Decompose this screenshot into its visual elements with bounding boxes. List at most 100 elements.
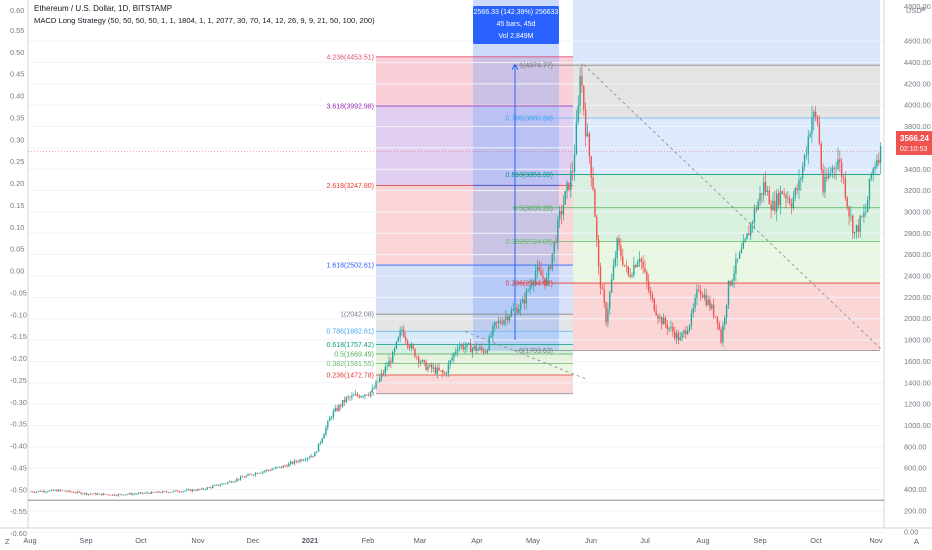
candle-body[interactable] [449, 360, 451, 365]
candle-body[interactable] [545, 278, 548, 285]
candle-body[interactable] [76, 491, 79, 493]
candle-body[interactable] [469, 343, 472, 353]
candle-body[interactable] [636, 262, 639, 267]
candle-body[interactable] [74, 492, 77, 494]
candle-body[interactable] [91, 493, 93, 495]
candle-body[interactable] [80, 492, 82, 494]
candle-body[interactable] [184, 490, 186, 492]
candle-body[interactable] [779, 191, 782, 206]
candle-body[interactable] [640, 258, 642, 262]
candle-body[interactable] [750, 223, 752, 236]
candle-body[interactable] [264, 470, 266, 472]
candle-body[interactable] [297, 461, 299, 463]
candle-body[interactable] [208, 487, 210, 488]
candle-body[interactable] [508, 316, 511, 321]
candle-body[interactable] [95, 493, 97, 495]
candle-body[interactable] [547, 266, 550, 279]
candle-body[interactable] [686, 330, 689, 335]
candle-body[interactable] [345, 397, 348, 402]
candle-body[interactable] [72, 492, 75, 493]
candle-body[interactable] [655, 310, 657, 316]
candle-body[interactable] [395, 341, 398, 349]
candle-body[interactable] [584, 109, 587, 137]
candle-body[interactable] [597, 239, 600, 267]
candle-body[interactable] [787, 198, 789, 199]
candle-body[interactable] [277, 467, 279, 468]
candle-body[interactable] [772, 200, 774, 210]
candle-body[interactable] [310, 456, 312, 458]
scale-settings-icon[interactable]: ≣ [920, 4, 926, 13]
candle-body[interactable] [197, 489, 199, 491]
candle-body[interactable] [111, 494, 114, 496]
time-axis[interactable]: Aug Sep Oct Nov Dec 2021 Feb Mar Apr May Jun Jul Aug… [23, 536, 882, 545]
candle-body[interactable] [213, 485, 216, 486]
candle-body[interactable] [189, 489, 192, 492]
candle-body[interactable] [443, 372, 446, 374]
candle-body[interactable] [187, 489, 190, 491]
candle-body[interactable] [774, 200, 776, 212]
candle-body[interactable] [479, 347, 481, 350]
candle-body[interactable] [568, 182, 570, 190]
candle-body[interactable] [681, 333, 683, 338]
candle-body[interactable] [571, 171, 574, 173]
candle-body[interactable] [52, 489, 54, 491]
candle-body[interactable] [258, 473, 260, 474]
candle-body[interactable] [290, 461, 292, 464]
candle-body[interactable] [132, 493, 134, 495]
candle-body[interactable] [349, 396, 351, 398]
candle-body[interactable] [878, 159, 880, 164]
candle-body[interactable] [351, 395, 353, 398]
candle-body[interactable] [226, 482, 229, 484]
candle-body[interactable] [766, 190, 769, 192]
candle-body[interactable] [792, 197, 795, 208]
candle-body[interactable] [865, 212, 867, 213]
candle-body[interactable] [429, 364, 431, 367]
candle-body[interactable] [755, 208, 758, 210]
candle-body[interactable] [852, 215, 854, 234]
candle-body[interactable] [354, 394, 357, 396]
candle-body[interactable] [850, 215, 852, 217]
candle-body[interactable] [353, 395, 355, 396]
candle-body[interactable] [505, 316, 507, 320]
candle-body[interactable] [308, 457, 310, 459]
candle-body[interactable] [334, 407, 336, 412]
candle-body[interactable] [379, 377, 381, 382]
candle-body[interactable] [245, 475, 247, 478]
candle-body[interactable] [67, 490, 69, 492]
candle-body[interactable] [343, 399, 346, 402]
candle-body[interactable] [564, 190, 566, 205]
candle-body[interactable] [256, 472, 259, 474]
candle-body[interactable] [653, 298, 655, 311]
candle-body[interactable] [336, 407, 338, 411]
candle-body[interactable] [286, 465, 288, 467]
candle-body[interactable] [249, 474, 251, 475]
candle-body[interactable] [288, 463, 290, 467]
candle-body[interactable] [412, 344, 414, 349]
candle-body[interactable] [612, 265, 615, 280]
candle-body[interactable] [136, 493, 138, 495]
candle-body[interactable] [868, 178, 871, 201]
candle-body[interactable] [811, 117, 813, 134]
candle-body[interactable] [117, 494, 119, 496]
candle-body[interactable] [711, 304, 713, 309]
candle-body[interactable] [252, 474, 255, 476]
candle-body[interactable] [879, 146, 882, 164]
candle-body[interactable] [176, 490, 179, 492]
candle-body[interactable] [295, 460, 297, 462]
candle-body[interactable] [820, 143, 822, 170]
candle-body[interactable] [566, 182, 568, 191]
candle-body[interactable] [182, 491, 184, 492]
candle-body[interactable] [260, 472, 262, 474]
candle-body[interactable] [63, 490, 66, 492]
candle-body[interactable] [327, 421, 329, 428]
candle-body[interactable] [648, 281, 650, 291]
candle-body[interactable] [484, 352, 487, 354]
candle-body[interactable] [223, 483, 225, 485]
candle-body[interactable] [573, 154, 576, 172]
candle-body[interactable] [575, 121, 578, 155]
candle-body[interactable] [410, 344, 412, 349]
candle-body[interactable] [251, 474, 253, 476]
candle-body[interactable] [221, 483, 223, 485]
candle-body[interactable] [180, 491, 182, 493]
